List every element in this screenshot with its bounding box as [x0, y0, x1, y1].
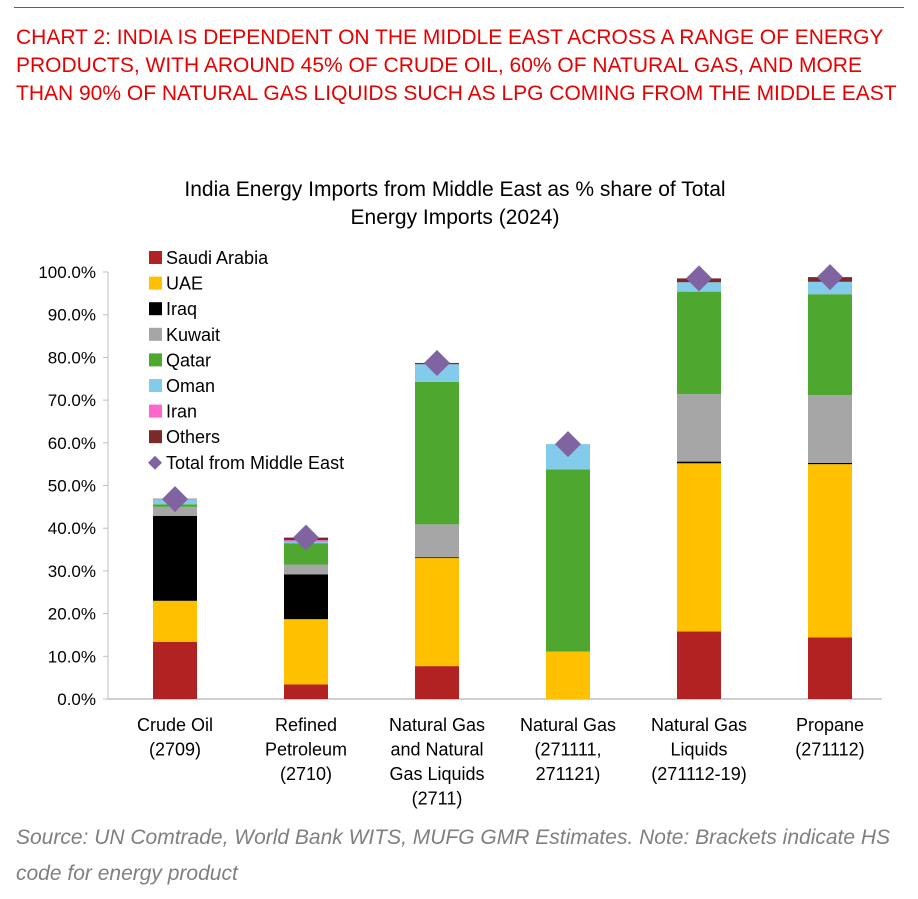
legend-swatch: [149, 276, 162, 290]
total-marker: [817, 264, 843, 291]
bar-segment-uae: [284, 619, 328, 685]
bar-segment-kuwait: [808, 394, 852, 463]
legend-label: Saudi Arabia: [166, 248, 269, 268]
total-marker: [162, 486, 188, 513]
total-marker: [424, 349, 450, 376]
total-marker: [686, 265, 712, 292]
x-category-label: Natural Gas: [651, 715, 747, 735]
legend-label: Iraq: [166, 299, 197, 319]
bar-segment-iraq: [415, 557, 459, 559]
y-tick-label: 60.0%: [48, 434, 96, 453]
bar-segment-uae: [415, 558, 459, 667]
bar-segment-uae: [808, 464, 852, 638]
bar-segment-qatar: [415, 381, 459, 525]
y-tick-label: 100.0%: [38, 263, 96, 282]
legend-swatch: [149, 404, 162, 418]
x-category-label: Natural Gas: [389, 715, 485, 735]
bar-segment-kuwait: [415, 524, 459, 558]
legend-swatch: [149, 327, 162, 341]
bar-segment-saudi-arabia: [153, 641, 197, 699]
legend-marker-diamond: [148, 455, 162, 470]
y-tick-label: 80.0%: [48, 348, 96, 367]
bar-segment-qatar: [677, 291, 721, 395]
bar-segment-kuwait: [677, 394, 721, 462]
total-marker: [555, 431, 581, 458]
y-tick-label: 0.0%: [57, 690, 96, 709]
bar-segment-qatar: [284, 543, 328, 565]
legend-label: UAE: [166, 274, 203, 294]
x-category-label: Gas Liquids: [389, 764, 484, 784]
x-category-label: Natural Gas: [520, 715, 616, 735]
x-category-label: (271112-19): [651, 764, 746, 784]
legend-swatch: [149, 430, 162, 444]
x-category-label: Liquids: [670, 740, 727, 760]
bar-segment-qatar: [546, 469, 590, 652]
bar-segment-uae: [153, 600, 197, 642]
total-marker: [293, 524, 319, 551]
x-category-label: Petroleum: [265, 740, 347, 760]
bar-segment-iraq: [808, 462, 852, 465]
y-tick-label: 20.0%: [48, 605, 96, 624]
x-category-label: (2711): [412, 789, 463, 809]
legend-label: Kuwait: [166, 325, 220, 345]
chart-title: India Energy Imports from Middle East as…: [184, 178, 725, 201]
x-category-label: Propane: [796, 715, 864, 735]
x-category-label: (271112): [795, 740, 864, 760]
y-tick-label: 70.0%: [48, 391, 96, 410]
chart-headline: Chart 2: India is dependent on the Middl…: [16, 26, 897, 105]
bar-segment-iraq: [677, 461, 721, 464]
bar-segment-qatar: [808, 294, 852, 395]
y-tick-label: 50.0%: [48, 477, 96, 496]
x-category-label: 271121): [536, 764, 601, 784]
legend-label: Oman: [166, 376, 215, 396]
bar-segment-iraq: [284, 574, 328, 620]
x-category-label: (2710): [280, 764, 332, 784]
y-tick-label: 30.0%: [48, 562, 96, 581]
source-note: Source: UN Comtrade, World Bank WITS, MU…: [16, 826, 891, 885]
legend-swatch: [149, 379, 162, 392]
x-category-label: Refined: [275, 715, 337, 735]
x-category-label: and Natural: [390, 740, 483, 760]
y-tick-label: 10.0%: [48, 647, 96, 666]
bar-segment-uae: [546, 651, 590, 699]
x-category-label: (2709): [149, 740, 201, 760]
bar-segment-kuwait: [284, 564, 328, 575]
bar-segment-saudi-arabia: [677, 631, 721, 699]
legend-label: Iran: [166, 402, 197, 422]
bar-segment-saudi-arabia: [284, 684, 328, 699]
legend-swatch: [149, 353, 162, 367]
legend-label: Total from Middle East: [166, 453, 344, 473]
bar-segment-uae: [677, 463, 721, 632]
legend-swatch: [149, 251, 162, 264]
chart-title: Energy Imports (2024): [351, 206, 560, 229]
y-tick-label: 90.0%: [48, 306, 96, 325]
x-category-label: (271111,: [534, 740, 601, 760]
bar-segment-saudi-arabia: [415, 666, 459, 699]
bar-segment-saudi-arabia: [808, 637, 852, 699]
legend-label: Qatar: [166, 350, 211, 370]
bar-segment-iraq: [153, 515, 197, 601]
x-category-label: Crude Oil: [137, 715, 213, 735]
legend-label: Others: [166, 427, 220, 447]
y-tick-label: 40.0%: [48, 519, 96, 538]
top-rule: [14, 7, 904, 8]
legend-swatch: [149, 302, 162, 316]
